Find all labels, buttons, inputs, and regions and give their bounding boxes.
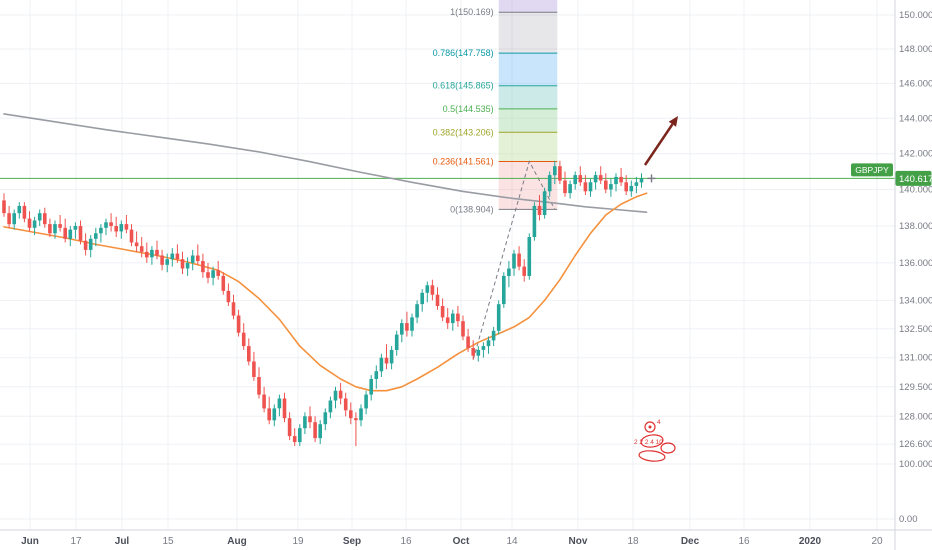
- ma-slow-gray[interactable]: [3, 113, 648, 213]
- price-axis-label: 144.000: [899, 113, 932, 124]
- current-price-badge: [895, 170, 932, 186]
- candlestick-series[interactable]: [2, 160, 644, 447]
- time-axis-label: 16: [400, 536, 412, 547]
- price-axis-label: 136.000: [899, 258, 932, 269]
- price-axis-label: 100.000: [899, 459, 932, 470]
- trend-arrow-annotation[interactable]: [643, 116, 678, 166]
- red-scribble-annotation[interactable]: 4 2 2 2 4 10: [634, 419, 676, 462]
- price-axis-label: 126.600: [899, 439, 932, 450]
- time-axis-label: 15: [162, 536, 174, 547]
- symbol-price-badge[interactable]: GBPJPY: [851, 163, 893, 177]
- fib-retracement-levels[interactable]: 1(150.169) 0.786(147.758) 0.618(145.865) 0.…: [433, 7, 558, 360]
- price-axis-label: 142.000: [899, 149, 932, 160]
- fib-level-label: 0.786(147.758): [433, 48, 494, 58]
- fib-level-label: 0.382(143.206): [433, 127, 494, 137]
- time-axis-label: 14: [506, 536, 518, 547]
- price-axis-label: 148.000: [899, 44, 932, 55]
- fib-level-label: 0(138.904): [450, 204, 494, 214]
- time-axis-label: Jul: [115, 536, 130, 547]
- price-axis-label: 129.500: [899, 382, 932, 393]
- time-axis-label: Dec: [681, 536, 700, 547]
- fib-retracement-bands[interactable]: [498, 0, 558, 210]
- price-axis-label: 132.500: [899, 324, 932, 335]
- price-axis-label: 138.000: [899, 221, 932, 232]
- time-axis-label: 18: [627, 536, 639, 547]
- time-axis[interactable]: Jun 17 Jul 15 Aug 19 Sep 16 Oct 14 Nov 18 Dec 16 2020 2…: [0, 529, 932, 550]
- price-axis-label: 140.000: [899, 185, 932, 196]
- price-axis-label: 0.00: [899, 514, 918, 525]
- time-axis-label: 2020: [799, 536, 822, 547]
- price-axis-label: 134.000: [899, 295, 932, 306]
- time-axis-label: Sep: [343, 536, 361, 547]
- gridlines: [0, 0, 895, 530]
- svg-text:140.617: 140.617: [899, 174, 932, 185]
- time-axis-label: 20: [871, 536, 883, 547]
- time-axis-label: Oct: [453, 536, 470, 547]
- svg-text:GBPJPY: GBPJPY: [855, 165, 889, 175]
- plus-marker[interactable]: [647, 174, 656, 183]
- time-axis-label: 17: [70, 536, 82, 547]
- price-axis-label: 150.000: [899, 10, 932, 21]
- svg-text:2 2 2 4 10: 2 2 2 4 10: [634, 439, 663, 446]
- fib-level-label: 0.236(141.561): [433, 157, 494, 167]
- time-axis-label: 16: [738, 536, 750, 547]
- fib-anchor-dashed-line: [472, 160, 556, 360]
- time-axis-label: 19: [292, 536, 304, 547]
- price-axis[interactable]: 150.000 148.000 146.000 144.000 142.000 140.0…: [894, 0, 932, 550]
- fib-level-label: 1(150.169): [450, 7, 494, 17]
- svg-text:4: 4: [657, 419, 661, 426]
- time-axis-label: Jun: [21, 536, 39, 547]
- time-axis-label: Nov: [569, 536, 588, 547]
- time-axis-label: Aug: [227, 536, 246, 547]
- price-axis-label: 146.000: [899, 78, 932, 89]
- fib-level-label: 0.5(144.535): [443, 104, 494, 114]
- price-axis-label: 128.000: [899, 411, 932, 422]
- fib-level-label: 0.618(145.865): [433, 81, 494, 91]
- price-axis-label: 131.000: [899, 353, 932, 364]
